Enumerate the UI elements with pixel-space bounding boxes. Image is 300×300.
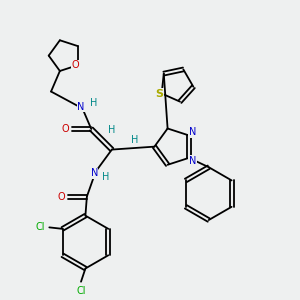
Text: N: N bbox=[77, 102, 85, 112]
Text: O: O bbox=[62, 124, 70, 134]
Text: H: H bbox=[90, 98, 97, 108]
Text: N: N bbox=[189, 156, 196, 166]
Text: Cl: Cl bbox=[76, 286, 86, 296]
Text: N: N bbox=[91, 168, 98, 178]
Text: N: N bbox=[189, 128, 196, 137]
Text: Cl: Cl bbox=[35, 222, 45, 233]
Text: H: H bbox=[131, 135, 138, 145]
Text: S: S bbox=[155, 88, 163, 98]
Text: O: O bbox=[72, 60, 80, 70]
Text: O: O bbox=[58, 192, 65, 202]
Text: H: H bbox=[102, 172, 110, 182]
Text: H: H bbox=[108, 125, 116, 136]
